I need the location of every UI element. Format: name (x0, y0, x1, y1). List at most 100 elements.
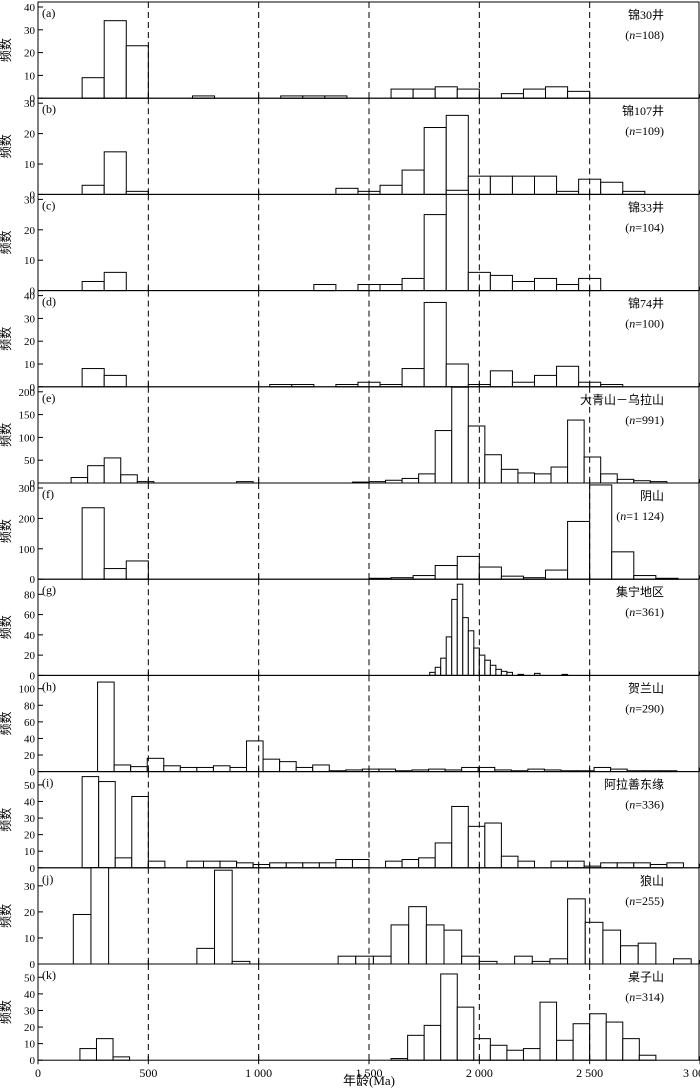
panel-f-bar-1 (103, 568, 127, 580)
panel-c-locality-name: 锦33井 (628, 200, 664, 214)
panel-j-bar-2 (196, 947, 216, 965)
panel-j-sample-count: (n=255) (625, 894, 664, 908)
panel-d-bar-1 (103, 374, 127, 388)
panel-k: 0 10 20 30 40 50 频数 (k) 桌子山 (n=314) (0, 963, 700, 1067)
panel-e-y-tick-label-50: 50 (24, 455, 36, 467)
panel-k-bar-7 (456, 1006, 475, 1061)
x-axis-tick-label-3000: 3 000 (683, 1066, 700, 1080)
panel-g-sample-count: (n=361) (625, 605, 664, 619)
panel-i-y-tick-label-20: 20 (24, 830, 36, 842)
panel-k-bar-0 (79, 1048, 97, 1061)
panel-g-bar-12 (495, 668, 502, 676)
panel-b-bar-11 (511, 175, 535, 195)
panel-b-letter: (b) (42, 102, 56, 116)
panel-f-bar-13 (589, 484, 613, 580)
panel-g-y-tick-label-0: 0 (30, 670, 36, 682)
panel-f-bar-14 (611, 551, 635, 580)
panel-h-bar-22 (461, 766, 479, 773)
panel-i-bar-5 (186, 860, 204, 869)
panel-d-sample-count: (n=100) (625, 317, 664, 331)
panel-d-bar-11 (489, 370, 513, 388)
x-axis-tick-label-500: 500 (139, 1066, 157, 1080)
panel-b-bar-0 (81, 184, 105, 195)
panel-f-sample-count: (n=1 124) (616, 509, 664, 523)
panel-h-letter: (h) (42, 679, 56, 693)
panel-j-bar-10 (425, 924, 445, 965)
panel-j-bar-8 (390, 924, 410, 965)
panel-j-y-tick-label-30: 30 (24, 881, 36, 893)
panel-k-letter: (k) (42, 968, 56, 982)
panel-h-bar-4 (163, 765, 181, 773)
panel-a-sample-count: (n=108) (625, 28, 664, 42)
panel-g-bar-10 (484, 659, 491, 676)
panel-k-bar-6 (440, 973, 458, 1061)
panel-a-y-tick-label-30: 30 (24, 25, 36, 37)
panel-a-bar-9 (434, 86, 458, 99)
panel-i-bar-20 (451, 805, 469, 869)
panel-a-bar-13 (545, 86, 569, 99)
panel-i-bar-11 (285, 862, 304, 869)
panel-c-bar-6 (423, 214, 447, 292)
panel-e-bar-0 (70, 477, 89, 484)
panel-g-y-tick-label-60: 60 (24, 610, 36, 622)
panel-e-letter: (e) (42, 391, 55, 405)
panel-i-bar-29 (616, 862, 635, 869)
panel-j: 0 10 20 30 频数 (j) 狼山 (n=255) (0, 867, 700, 971)
panel-b-bar-7 (423, 127, 447, 195)
panel-j-bar-22 (673, 958, 692, 965)
panel-b-locality-name: 锦107井 (622, 104, 664, 118)
panel-a-y-axis-label: 频数 (0, 38, 13, 62)
panel-h-bar-6 (196, 766, 214, 773)
panel-b-bar-1 (103, 151, 127, 195)
panel-g-locality-name: 集宁地区 (616, 584, 664, 599)
panel-h: 0 20 40 60 80 100 频数 (h) 贺兰山 (n=290) (0, 674, 700, 779)
panel-j-bar-11 (443, 929, 463, 965)
panel-h-bar-9 (246, 740, 264, 773)
panel-h-bar-1 (113, 764, 132, 773)
x-axis-tick-label-1500: 1 500 (356, 1066, 383, 1080)
panel-j-y-tick-label-10: 10 (24, 933, 36, 945)
panel-a-bar-7 (390, 88, 414, 99)
panel-d-bar-14 (556, 365, 580, 388)
panel-d-bar-0 (81, 368, 105, 388)
panel-a-bar-12 (522, 88, 547, 99)
panel-f-bar-11 (545, 569, 569, 580)
panel-d-bar-13 (534, 374, 558, 388)
panel-h-bar-5 (179, 766, 198, 773)
panel-f-bar-7 (456, 555, 480, 580)
panel-b-y-tick-label-30: 30 (24, 98, 36, 110)
panel-k-bar-10 (506, 1049, 524, 1061)
panel-b-bar-5 (379, 184, 403, 195)
panel-j-bar-12 (461, 955, 480, 965)
panel-d-y-tick-label-40: 40 (24, 291, 36, 303)
panel-c-bar-4 (379, 284, 403, 292)
x-axis-label: 年龄(Ma) (343, 1073, 395, 1088)
panel-e-y-tick-label-150: 150 (19, 410, 36, 422)
panel-f-y-tick-label-300: 300 (19, 483, 36, 495)
panel-b: 0 10 20 30 频数 (b) 锦107井 (n=109) (0, 97, 700, 201)
panel-i-y-tick-label-0: 0 (30, 863, 36, 875)
panel-g-y-tick-label-20: 20 (24, 650, 36, 662)
panel-i-bar-24 (517, 860, 536, 869)
panel-h-bar-13 (312, 764, 330, 773)
x-axis-tick-label-0: 0 (35, 1066, 41, 1080)
panel-i-bar-1 (98, 781, 116, 869)
panel-f-bar-6 (434, 565, 458, 580)
panel-h-bar-30 (593, 766, 612, 773)
panel-c-bar-10 (511, 280, 535, 292)
panel-b-y-tick-label-10: 10 (24, 159, 36, 171)
panel-h-y-tick-label-0: 0 (30, 767, 36, 779)
panel-h-y-axis-label: 频数 (0, 711, 13, 735)
panel-c-sample-count: (n=104) (625, 220, 664, 234)
panel-f-bar-8 (478, 566, 502, 580)
panel-i-bar-19 (434, 842, 453, 869)
panel-g-bar-11 (489, 664, 497, 676)
panel-e-bar-15 (500, 468, 519, 484)
panel-f: 0 100 200 300 频数 (f) 阴山 (n=1 124) (0, 482, 700, 586)
panel-j-bar-16 (549, 958, 569, 965)
panel-k-bar-5 (423, 1024, 442, 1061)
panel-i-bar-28 (600, 862, 618, 869)
panel-i-y-tick-label-30: 30 (24, 813, 36, 825)
panel-i-bar-14 (335, 859, 353, 869)
